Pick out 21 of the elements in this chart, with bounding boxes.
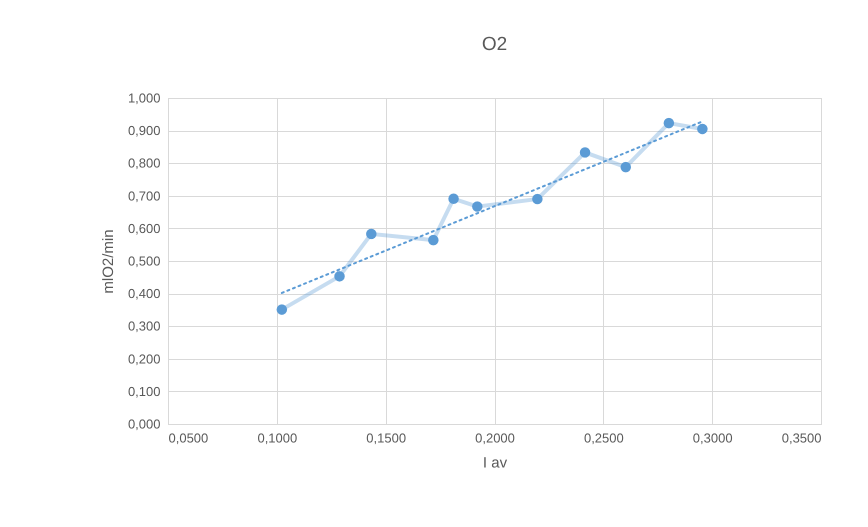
y-tick-label: 0,300 [128, 318, 160, 334]
y-tick-label: 0,400 [128, 286, 160, 302]
x-tick-label: 0,1000 [257, 430, 298, 446]
chart-title: O2 [482, 34, 508, 55]
y-tick-label: 0,800 [128, 156, 160, 171]
y-tick-label: 1,000 [128, 90, 160, 106]
y-axis-title: mlO2/min [100, 229, 117, 294]
x-tick-label: 0,0500 [168, 430, 208, 446]
y-tick-label: 0,000 [128, 416, 160, 432]
y-tick-label: 0,600 [128, 220, 160, 236]
y-tick-label: 0,900 [128, 123, 160, 138]
x-tick-label: 0,1500 [366, 430, 406, 446]
y-tick-label: 0,500 [128, 254, 160, 268]
y-tick-label: 0,700 [128, 188, 160, 204]
y-tick-label: 0,200 [128, 351, 160, 366]
x-tick-label: 0,2500 [584, 430, 624, 446]
x-tick-label: 0,3500 [782, 430, 822, 446]
y-tick-label: 0,100 [128, 384, 160, 399]
x-axis-title: I av [482, 454, 508, 472]
x-tick-label: 0,3000 [692, 430, 733, 446]
x-tick-label: 0,2000 [475, 430, 515, 446]
